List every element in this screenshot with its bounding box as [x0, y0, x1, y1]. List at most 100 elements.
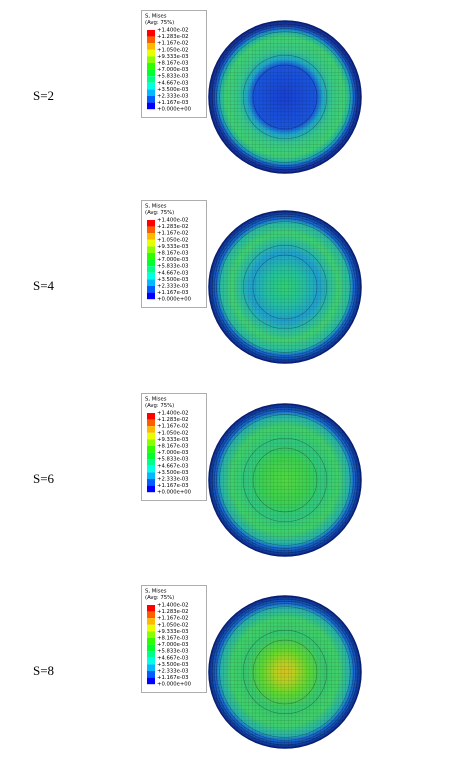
mesh-ring — [211, 598, 359, 746]
legend-swatch — [147, 624, 155, 632]
legend-value: +1.167e-02 — [157, 231, 189, 237]
mesh — [209, 404, 361, 556]
legend-value: +1.400e-02 — [157, 218, 189, 224]
mesh-ring — [216, 218, 354, 356]
legend-value: +4.667e-03 — [157, 463, 189, 469]
legend-value: +5.833e-03 — [157, 457, 189, 463]
legend-value: +1.283e-02 — [157, 34, 189, 40]
legend-swatch — [147, 69, 155, 77]
legend-value: +7.000e-03 — [157, 67, 189, 73]
legend-swatch — [147, 472, 155, 479]
legend-swatch — [147, 618, 155, 625]
mesh-ring — [242, 629, 328, 715]
legend-swatch — [147, 253, 155, 260]
legend-swatch — [147, 43, 155, 50]
panel-label: S=8 — [33, 663, 54, 678]
legend-value: +3.500e-03 — [157, 470, 189, 476]
mesh-ring — [214, 26, 356, 168]
mesh — [209, 21, 361, 173]
legend-title: S, Mises — [145, 589, 167, 595]
legend-value: +1.283e-02 — [157, 417, 189, 423]
legend-swatch — [147, 677, 155, 685]
legend-value: +0.000e+00 — [157, 297, 192, 303]
legend-swatch — [147, 605, 155, 612]
legend-title: S, Mises — [145, 397, 167, 403]
legend-swatch — [147, 266, 155, 273]
mesh-ring — [216, 28, 354, 166]
legend-swatch — [147, 76, 155, 83]
legend-swatch — [147, 226, 155, 234]
legend-value: +1.283e-02 — [157, 224, 189, 230]
legend-value: +1.167e-03 — [157, 290, 189, 296]
legend-value: +5.833e-03 — [157, 74, 189, 80]
legend-value: +1.400e-02 — [157, 28, 189, 34]
legend-value: +8.167e-03 — [157, 251, 189, 257]
legend-swatch — [147, 644, 155, 652]
legend-value: +8.167e-03 — [157, 61, 189, 67]
legend-swatch — [147, 49, 155, 57]
mesh-ring — [211, 406, 359, 554]
legend-swatch — [147, 36, 155, 44]
legend-value: +1.167e-02 — [157, 616, 189, 622]
legend-swatch — [147, 611, 155, 619]
legend-value: +4.667e-03 — [157, 80, 189, 86]
legend-value: +9.333e-03 — [157, 54, 189, 60]
legend-subtitle: (Avg: 75%) — [145, 403, 174, 409]
legend-swatch — [147, 419, 155, 427]
legend-value: +7.000e-03 — [157, 450, 189, 456]
mesh — [209, 211, 361, 363]
legend-value: +1.050e-02 — [157, 47, 189, 53]
legend-value: +1.167e-03 — [157, 100, 189, 106]
legend-value: +0.000e+00 — [157, 107, 192, 113]
legend-swatch — [147, 89, 155, 96]
legend-swatch — [147, 485, 155, 493]
mesh-ring — [211, 213, 359, 361]
disc-edge — [208, 403, 362, 557]
mesh-ring — [252, 447, 318, 513]
legend-value: +1.167e-02 — [157, 41, 189, 47]
legend-swatch — [147, 459, 155, 466]
legend-value: +3.500e-03 — [157, 87, 189, 93]
legend-swatch — [147, 96, 155, 103]
mesh-ring — [214, 216, 356, 358]
legend-swatch — [147, 426, 155, 433]
legend-value: +4.667e-03 — [157, 655, 189, 661]
disc-edge — [208, 595, 362, 749]
legend-swatch — [147, 657, 155, 665]
disc-edge — [208, 20, 362, 174]
legend-value: +1.050e-02 — [157, 237, 189, 243]
legend-swatch — [147, 82, 155, 90]
legend-value: +1.283e-02 — [157, 609, 189, 615]
legend-swatch — [147, 638, 155, 645]
legend-value: +8.167e-03 — [157, 636, 189, 642]
legend-value: +2.333e-03 — [157, 284, 189, 290]
legend-value: +1.167e-02 — [157, 424, 189, 430]
legend-swatch — [147, 279, 155, 286]
legend-value: +1.050e-02 — [157, 622, 189, 628]
legend-swatch — [147, 56, 155, 63]
legend-swatch — [147, 671, 155, 678]
legend-swatch — [147, 272, 155, 280]
panel-label: S=6 — [33, 471, 55, 486]
legend-value: +0.000e+00 — [157, 490, 192, 496]
mesh-ring — [242, 54, 328, 140]
legend-swatch — [147, 102, 155, 110]
legend-swatch — [147, 479, 155, 486]
legend-swatch — [147, 446, 155, 453]
legend-value: +5.833e-03 — [157, 649, 189, 655]
legend-swatch — [147, 286, 155, 293]
mesh-ring — [211, 23, 359, 171]
legend-value: +3.500e-03 — [157, 277, 189, 283]
legend-value: +1.167e-03 — [157, 675, 189, 681]
legend-swatch — [147, 651, 155, 658]
legend-swatch — [147, 63, 155, 70]
mesh-ring — [216, 603, 354, 741]
legend-subtitle: (Avg: 75%) — [145, 20, 174, 26]
legend-value: +8.167e-03 — [157, 444, 189, 450]
legend-value: +3.500e-03 — [157, 662, 189, 668]
mesh-ring — [242, 437, 328, 523]
mesh-ring — [219, 606, 351, 738]
mesh-ring — [242, 244, 328, 330]
legend-swatch — [147, 233, 155, 240]
